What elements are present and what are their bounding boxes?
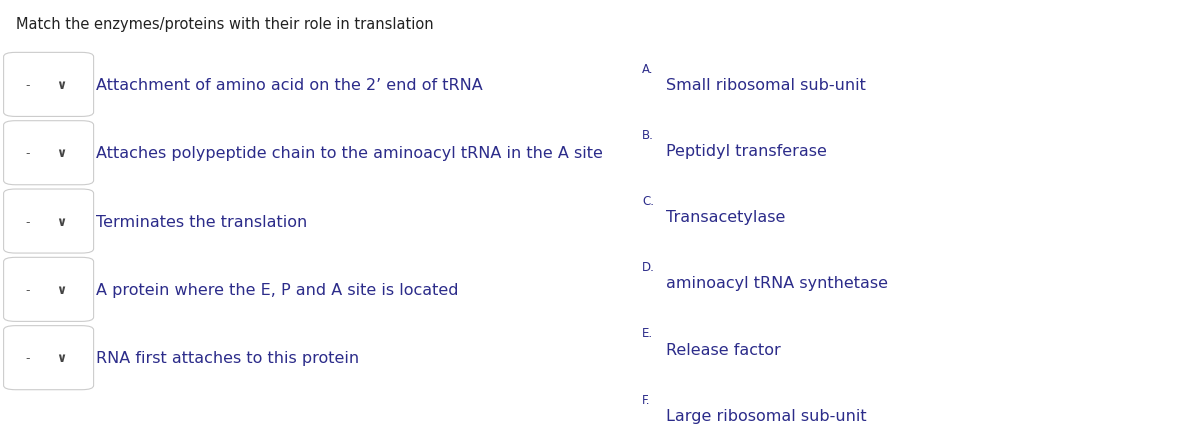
Text: B.: B. bbox=[642, 129, 654, 141]
Text: ∨: ∨ bbox=[56, 147, 66, 160]
Text: Terminates the translation: Terminates the translation bbox=[96, 214, 307, 229]
FancyBboxPatch shape bbox=[4, 121, 94, 185]
Text: RNA first attaches to this protein: RNA first attaches to this protein bbox=[96, 350, 359, 366]
FancyBboxPatch shape bbox=[4, 326, 94, 390]
Text: aminoacyl tRNA synthetase: aminoacyl tRNA synthetase bbox=[666, 276, 888, 291]
Text: Attachment of amino acid on the 2’ end of tRNA: Attachment of amino acid on the 2’ end o… bbox=[96, 78, 482, 93]
Text: -: - bbox=[25, 147, 30, 160]
FancyBboxPatch shape bbox=[4, 190, 94, 253]
Text: Small ribosomal sub-unit: Small ribosomal sub-unit bbox=[666, 78, 866, 93]
FancyBboxPatch shape bbox=[4, 258, 94, 322]
Text: A.: A. bbox=[642, 63, 654, 75]
Text: -: - bbox=[25, 215, 30, 228]
Text: Peptidyl transferase: Peptidyl transferase bbox=[666, 144, 827, 159]
Text: -: - bbox=[25, 79, 30, 92]
Text: Release factor: Release factor bbox=[666, 342, 781, 357]
Text: C.: C. bbox=[642, 195, 654, 207]
Text: -: - bbox=[25, 283, 30, 296]
Text: ∨: ∨ bbox=[56, 215, 66, 228]
FancyBboxPatch shape bbox=[4, 53, 94, 117]
Text: Large ribosomal sub-unit: Large ribosomal sub-unit bbox=[666, 408, 866, 423]
Text: Match the enzymes/proteins with their role in translation: Match the enzymes/proteins with their ro… bbox=[16, 17, 433, 32]
Text: Attaches polypeptide chain to the aminoacyl tRNA in the A site: Attaches polypeptide chain to the aminoa… bbox=[96, 146, 602, 161]
Text: ∨: ∨ bbox=[56, 283, 66, 296]
Text: ∨: ∨ bbox=[56, 351, 66, 364]
Text: F.: F. bbox=[642, 393, 650, 406]
Text: A protein where the E, P and A site is located: A protein where the E, P and A site is l… bbox=[96, 282, 458, 297]
Text: Transacetylase: Transacetylase bbox=[666, 210, 785, 225]
Text: ∨: ∨ bbox=[56, 79, 66, 92]
Text: D.: D. bbox=[642, 261, 655, 273]
Text: -: - bbox=[25, 351, 30, 364]
Text: E.: E. bbox=[642, 327, 653, 340]
